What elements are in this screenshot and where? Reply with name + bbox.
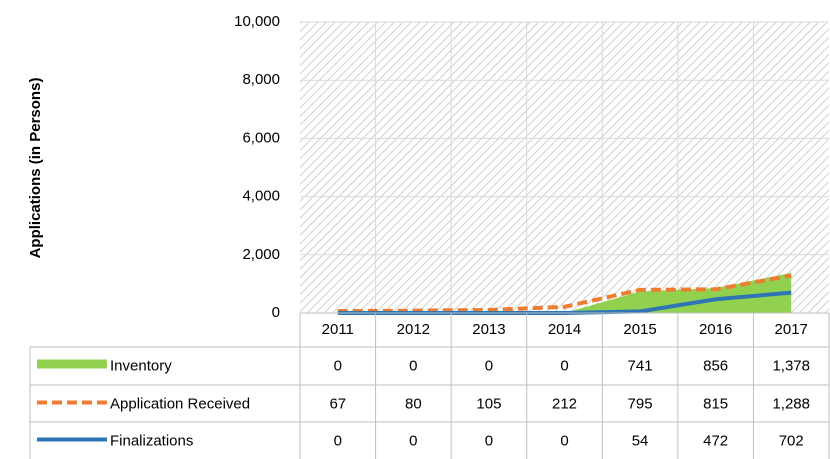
table-value: 815 bbox=[703, 395, 728, 412]
table-value: 54 bbox=[632, 432, 649, 449]
y-tick-label: 8,000 bbox=[242, 71, 280, 88]
table-value: 0 bbox=[485, 357, 493, 374]
y-tick-label: 4,000 bbox=[242, 188, 280, 205]
table-value: 0 bbox=[485, 432, 493, 449]
x-tick-label: 2014 bbox=[548, 321, 581, 338]
table-value: 741 bbox=[628, 357, 653, 374]
legend-label: Finalizations bbox=[110, 432, 193, 449]
table-value: 0 bbox=[560, 432, 568, 449]
table-value: 212 bbox=[552, 395, 577, 412]
x-tick-label: 2016 bbox=[699, 321, 732, 338]
legend-label: Application Received bbox=[110, 395, 250, 412]
y-tick-label: 6,000 bbox=[242, 129, 280, 146]
table-value: 1,288 bbox=[772, 395, 810, 412]
table-value: 0 bbox=[334, 357, 342, 374]
table-value: 856 bbox=[703, 357, 728, 374]
x-tick-label: 2013 bbox=[472, 321, 505, 338]
table-value: 0 bbox=[334, 432, 342, 449]
table-value: 0 bbox=[409, 432, 417, 449]
plot-area bbox=[300, 22, 829, 313]
x-tick-label: 2011 bbox=[322, 321, 354, 338]
x-tick-label: 2017 bbox=[775, 321, 808, 338]
table-value: 795 bbox=[628, 395, 653, 412]
area bbox=[337, 272, 792, 313]
y-tick-label: 2,000 bbox=[242, 246, 280, 263]
table-value: 80 bbox=[405, 395, 422, 412]
line bbox=[337, 273, 792, 314]
table-value: 0 bbox=[409, 357, 417, 374]
y-tick-label: 0 bbox=[272, 304, 280, 321]
y-tick-label: 10,000 bbox=[234, 13, 280, 30]
table-value: 702 bbox=[779, 432, 804, 449]
table-value: 472 bbox=[703, 432, 728, 449]
legend-key bbox=[37, 359, 107, 369]
table-value: 67 bbox=[329, 395, 346, 412]
x-tick-label: 2012 bbox=[397, 321, 430, 338]
table-value: 105 bbox=[476, 395, 501, 412]
table-value: 0 bbox=[560, 357, 568, 374]
x-tick-label: 2015 bbox=[623, 321, 656, 338]
table-value: 1,378 bbox=[772, 357, 810, 374]
legend-label: Inventory bbox=[110, 357, 172, 374]
y-axis-title: Applications (in Persons) bbox=[27, 78, 44, 259]
